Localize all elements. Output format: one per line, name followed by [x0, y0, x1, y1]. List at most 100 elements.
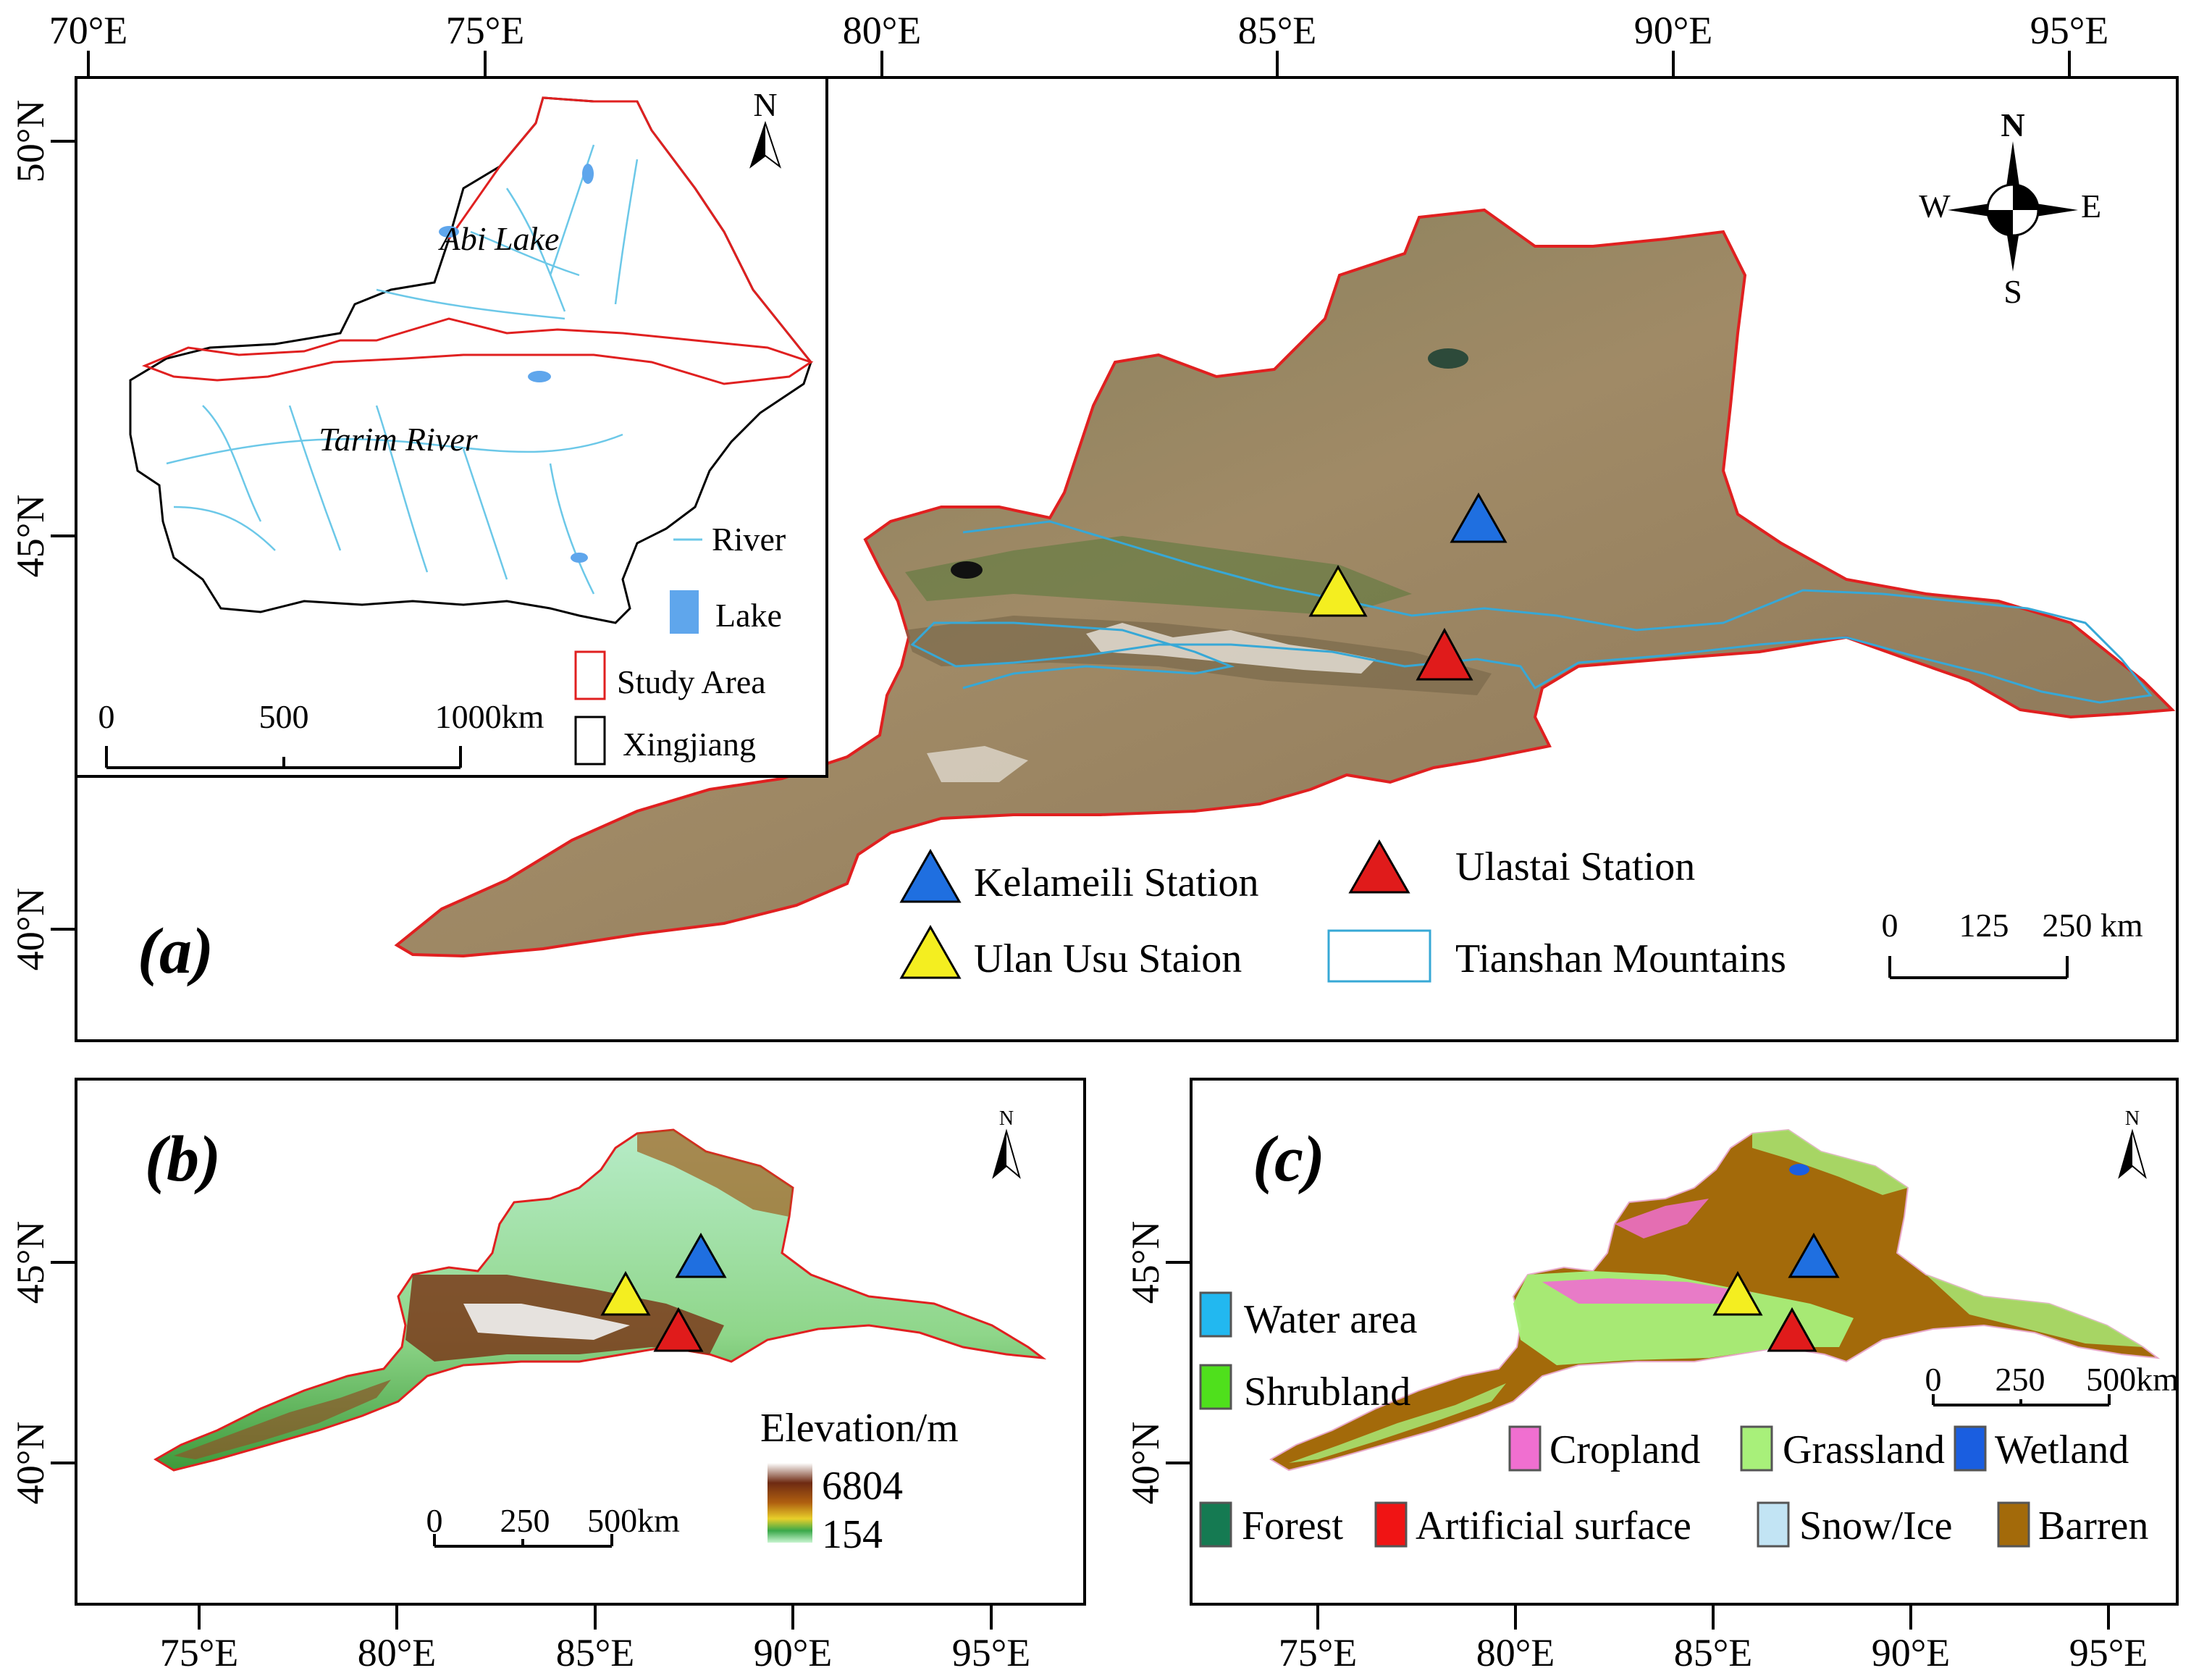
legend-grass-swatch: [1740, 1425, 1773, 1472]
legend-crop-swatch: [1508, 1425, 1542, 1472]
inset-scale-500: 500: [259, 698, 309, 735]
panel-b-bottom-axis: 75°E 80°E 85°E 90°E 95°E: [160, 1604, 1030, 1673]
lc-east-grass: [1926, 1275, 2143, 1347]
b-scale-500: 500km: [587, 1502, 680, 1539]
b-tick-85e: 85°E: [556, 1631, 635, 1673]
legend-forest-swatch: [1199, 1501, 1232, 1548]
panel-c-bottom-axis: 75°E 80°E 85°E 90°E 95°E: [1279, 1604, 2148, 1673]
lc-west-grass: [1289, 1383, 1506, 1463]
inset-lake-2: [528, 371, 551, 382]
c-tick-85e: 85°E: [1674, 1631, 1753, 1673]
inset-north-arrow-icon: N: [749, 86, 781, 169]
snow-patches: [1086, 623, 1376, 674]
elevation-title: Elevation/m: [760, 1406, 959, 1451]
panel-a-scale-bar: 0 125 250 km: [1882, 907, 2143, 979]
b-tick-40n: 40°N: [9, 1422, 52, 1505]
tick-95e: 95°E: [2030, 9, 2109, 52]
legend-wetland-swatch: [1954, 1425, 1987, 1472]
tianshan-outline: [910, 520, 2153, 704]
b-scale-250: 250: [500, 1502, 550, 1539]
c-tick-90e: 90°E: [1872, 1631, 1951, 1673]
legend-forest: Forest: [1242, 1504, 1343, 1548]
legend-ulastai: Ulastai Station: [1455, 844, 1695, 889]
tick-90e: 90°E: [1634, 9, 1713, 52]
c-kelameili-marker: [1788, 1232, 1840, 1278]
svg-text:N: N: [753, 86, 777, 123]
lc-north-grass: [1752, 1130, 1908, 1195]
kelameili-station-marker: [1450, 492, 1507, 543]
svg-text:N: N: [2125, 1107, 2140, 1130]
inset-legend: River Lake Study Area Xingjiang: [574, 521, 786, 766]
snow-patches-2: [927, 746, 1028, 782]
c-scale-500: 500km: [2086, 1361, 2179, 1398]
c-ulastai-marker: [1767, 1307, 1817, 1352]
b-tick-45n: 45°N: [9, 1221, 52, 1304]
c-tick-80e: 80°E: [1476, 1631, 1555, 1673]
scale-a-0: 0: [1882, 907, 1898, 944]
station-legend: Kelameili Station Ulastai Station Ulan U…: [899, 839, 1786, 983]
c-tick-95e: 95°E: [2069, 1631, 2148, 1673]
inset-scale-0: 0: [98, 698, 115, 735]
abi-lake-label: Abi Lake: [438, 220, 560, 257]
c-ulan-usu-marker: [1712, 1270, 1763, 1316]
inset-map: Abi Lake Tarim River N River Lake Study …: [75, 76, 828, 778]
c-tick-75e: 75°E: [1279, 1631, 1358, 1673]
legend-water-swatch: [1199, 1291, 1232, 1338]
b-tick-90e: 90°E: [754, 1631, 833, 1673]
legend-artificial: Artificial surface: [1416, 1504, 1691, 1548]
b-ulastai-marker: [653, 1307, 704, 1352]
study-area-inset-north: [447, 96, 812, 363]
elevation-ramp: [768, 1463, 812, 1543]
compass-n: N: [2001, 106, 2024, 143]
inset-rivers: [166, 144, 639, 595]
c-scale-250: 250: [1996, 1361, 2045, 1398]
panel-c: 45°N 40°N 75°E 80°E 85°E 90°E 95°E (c): [1124, 1078, 2179, 1673]
tick-80e: 80°E: [843, 9, 922, 52]
legend-xinjiang: Xingjiang: [623, 726, 756, 763]
tarim-river-label: Tarim River: [319, 421, 478, 458]
legend-study-area: Study Area: [617, 663, 766, 700]
panel-b: 45°N 40°N 75°E 80°E 85°E 90°E 95°E (b) N: [9, 1078, 1086, 1673]
b-tick-75e: 75°E: [160, 1631, 239, 1673]
elevation-legend: Elevation/m 6804 154: [760, 1406, 959, 1557]
panel-c-label: (c): [1253, 1123, 1325, 1195]
compass-e: E: [2081, 188, 2101, 225]
tick-75e: 75°E: [446, 9, 525, 52]
lc-cropland: [1542, 1278, 1752, 1304]
legend-barren-swatch: [1997, 1501, 2030, 1548]
panel-a-top-axis: 70°E 75°E 80°E 85°E 90°E 95°E: [49, 9, 2109, 77]
panel-a-label: (a): [138, 915, 214, 987]
panel-b-label: (b): [145, 1123, 221, 1195]
panel-c-left-axis: 45°N 40°N: [1124, 1221, 1191, 1505]
b-ulan-usu-marker: [600, 1270, 651, 1316]
ulan-usu-station-marker: [1308, 564, 1368, 617]
legend-barren: Barren: [2038, 1504, 2148, 1548]
panel-b-left-axis: 45°N 40°N: [9, 1221, 76, 1505]
tick-45n: 45°N: [9, 495, 52, 578]
vegetation-belt: [905, 536, 1412, 616]
compass-rose: N S E W: [1919, 106, 2101, 310]
inset-scale-bar: 0 500 1000km: [98, 698, 544, 769]
c-tick-40n: 40°N: [1124, 1422, 1167, 1505]
b-scale-0: 0: [426, 1502, 443, 1539]
elevation-min: 154: [822, 1512, 883, 1557]
lake-patch: [1428, 348, 1468, 369]
dem-north-range: [637, 1130, 793, 1217]
scale-a-250: 250 km: [2042, 907, 2143, 944]
c-scale-0: 0: [1925, 1361, 1942, 1398]
landcover-legend: Water area Shrubland Cropland Grassland …: [1199, 1291, 2148, 1548]
abi-lake-shape: [439, 226, 459, 238]
panel-a-left-axis: 50°N 45°N 40°N: [9, 100, 76, 971]
xinjiang-outline: [129, 96, 812, 624]
c-scale-bar: 0 250 500km: [1925, 1361, 2179, 1406]
b-scale-bar: 0 250 500km: [426, 1502, 680, 1548]
tick-40n: 40°N: [9, 888, 52, 971]
legend-shrub-swatch: [1199, 1364, 1232, 1410]
lc-wetland-patch: [1789, 1164, 1809, 1175]
tick-70e: 70°E: [49, 9, 128, 52]
lc-cropland-2: [1615, 1199, 1709, 1238]
legend-ulan-usu: Ulan Usu Staion: [974, 936, 1242, 981]
compass-s: S: [2003, 273, 2022, 310]
compass-w: W: [1919, 188, 1951, 225]
